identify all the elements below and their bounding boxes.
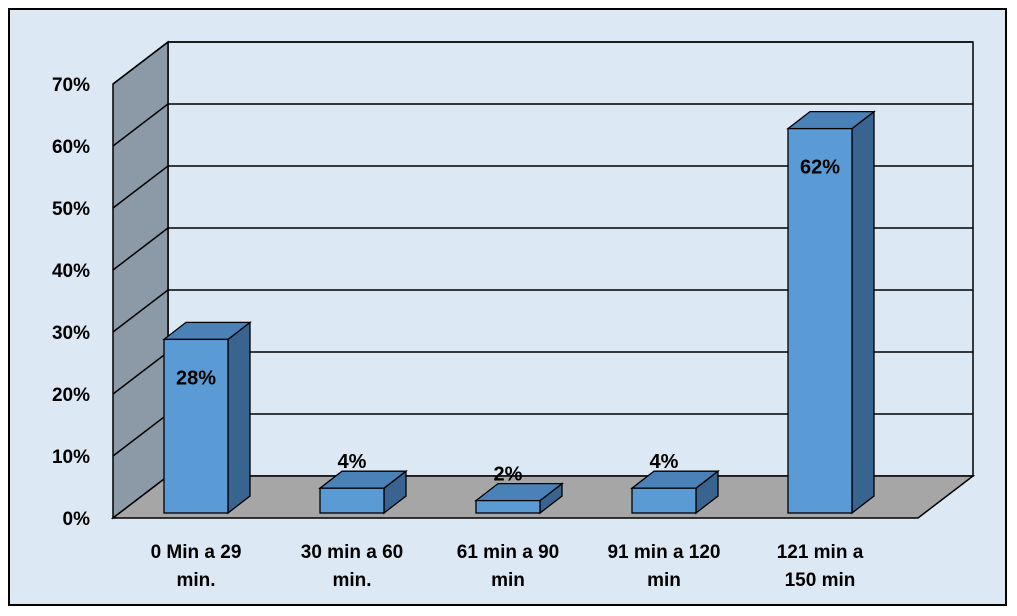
gridline-diagonal [112, 165, 169, 209]
gridline-diagonal [112, 103, 169, 147]
y-tick-label: 20% [52, 385, 90, 406]
data-label: 28% [176, 367, 216, 389]
data-label: 4% [338, 451, 367, 473]
x-tick-label: 150 min [785, 570, 856, 591]
x-tick-label: 121 min a [777, 542, 864, 563]
bar-side [851, 110, 875, 515]
bar-front [163, 338, 229, 514]
y-tick-label: 0% [63, 509, 91, 530]
side-wall [112, 40, 169, 520]
data-label: 2% [494, 464, 523, 486]
x-axis-labels: 0 Min a 29 min. 30 min a 60 min. 61 min a 90… [151, 542, 864, 591]
gridline-diagonal [112, 227, 169, 271]
gridline-diagonal [112, 413, 169, 457]
bar-chart: 0% 10% 20% 30% 40% 50% 60% 70% 28% 4% 2% 4% 62% 0 M… [52, 40, 976, 591]
bar: 62% [786, 110, 876, 515]
data-label: 62% [800, 157, 840, 179]
bar-front [475, 499, 541, 514]
x-tick-label: 0 Min a 29 [151, 542, 242, 563]
x-tick-label: 61 min a 90 [457, 542, 559, 563]
gridline-diagonal [112, 41, 169, 85]
x-tick-label: min [647, 570, 681, 591]
bar: 4% [630, 451, 720, 515]
y-tick-label: 50% [52, 199, 90, 220]
bar-front [787, 127, 853, 514]
y-tick-label: 40% [52, 261, 90, 282]
bar: 4% [318, 451, 408, 515]
x-tick-label: min. [176, 570, 215, 591]
x-tick-label: min [491, 570, 525, 591]
y-tick-label: 30% [52, 323, 90, 344]
bar-front [631, 487, 697, 514]
bar-front [319, 487, 385, 514]
data-label: 4% [650, 451, 679, 473]
x-tick-label: 91 min a 120 [607, 542, 720, 563]
y-tick-label: 60% [52, 137, 90, 158]
bar: 2% [474, 464, 564, 515]
x-tick-label: 30 min a 60 [301, 542, 403, 563]
y-axis-ticks: 0% 10% 20% 30% 40% 50% 60% 70% [52, 75, 90, 530]
gridline-diagonal [112, 289, 169, 333]
chart-frame: 0% 10% 20% 30% 40% 50% 60% 70% 28% 4% 2% 4% 62% 0 M… [8, 8, 1007, 606]
gridline-diagonal [112, 351, 169, 395]
bar-side [227, 321, 251, 515]
bar: 28% [162, 321, 252, 515]
bars: 28% 4% 2% 4% 62% [162, 110, 876, 515]
y-tick-label: 70% [52, 75, 90, 96]
x-tick-label: min. [332, 570, 371, 591]
y-tick-label: 10% [52, 447, 90, 468]
